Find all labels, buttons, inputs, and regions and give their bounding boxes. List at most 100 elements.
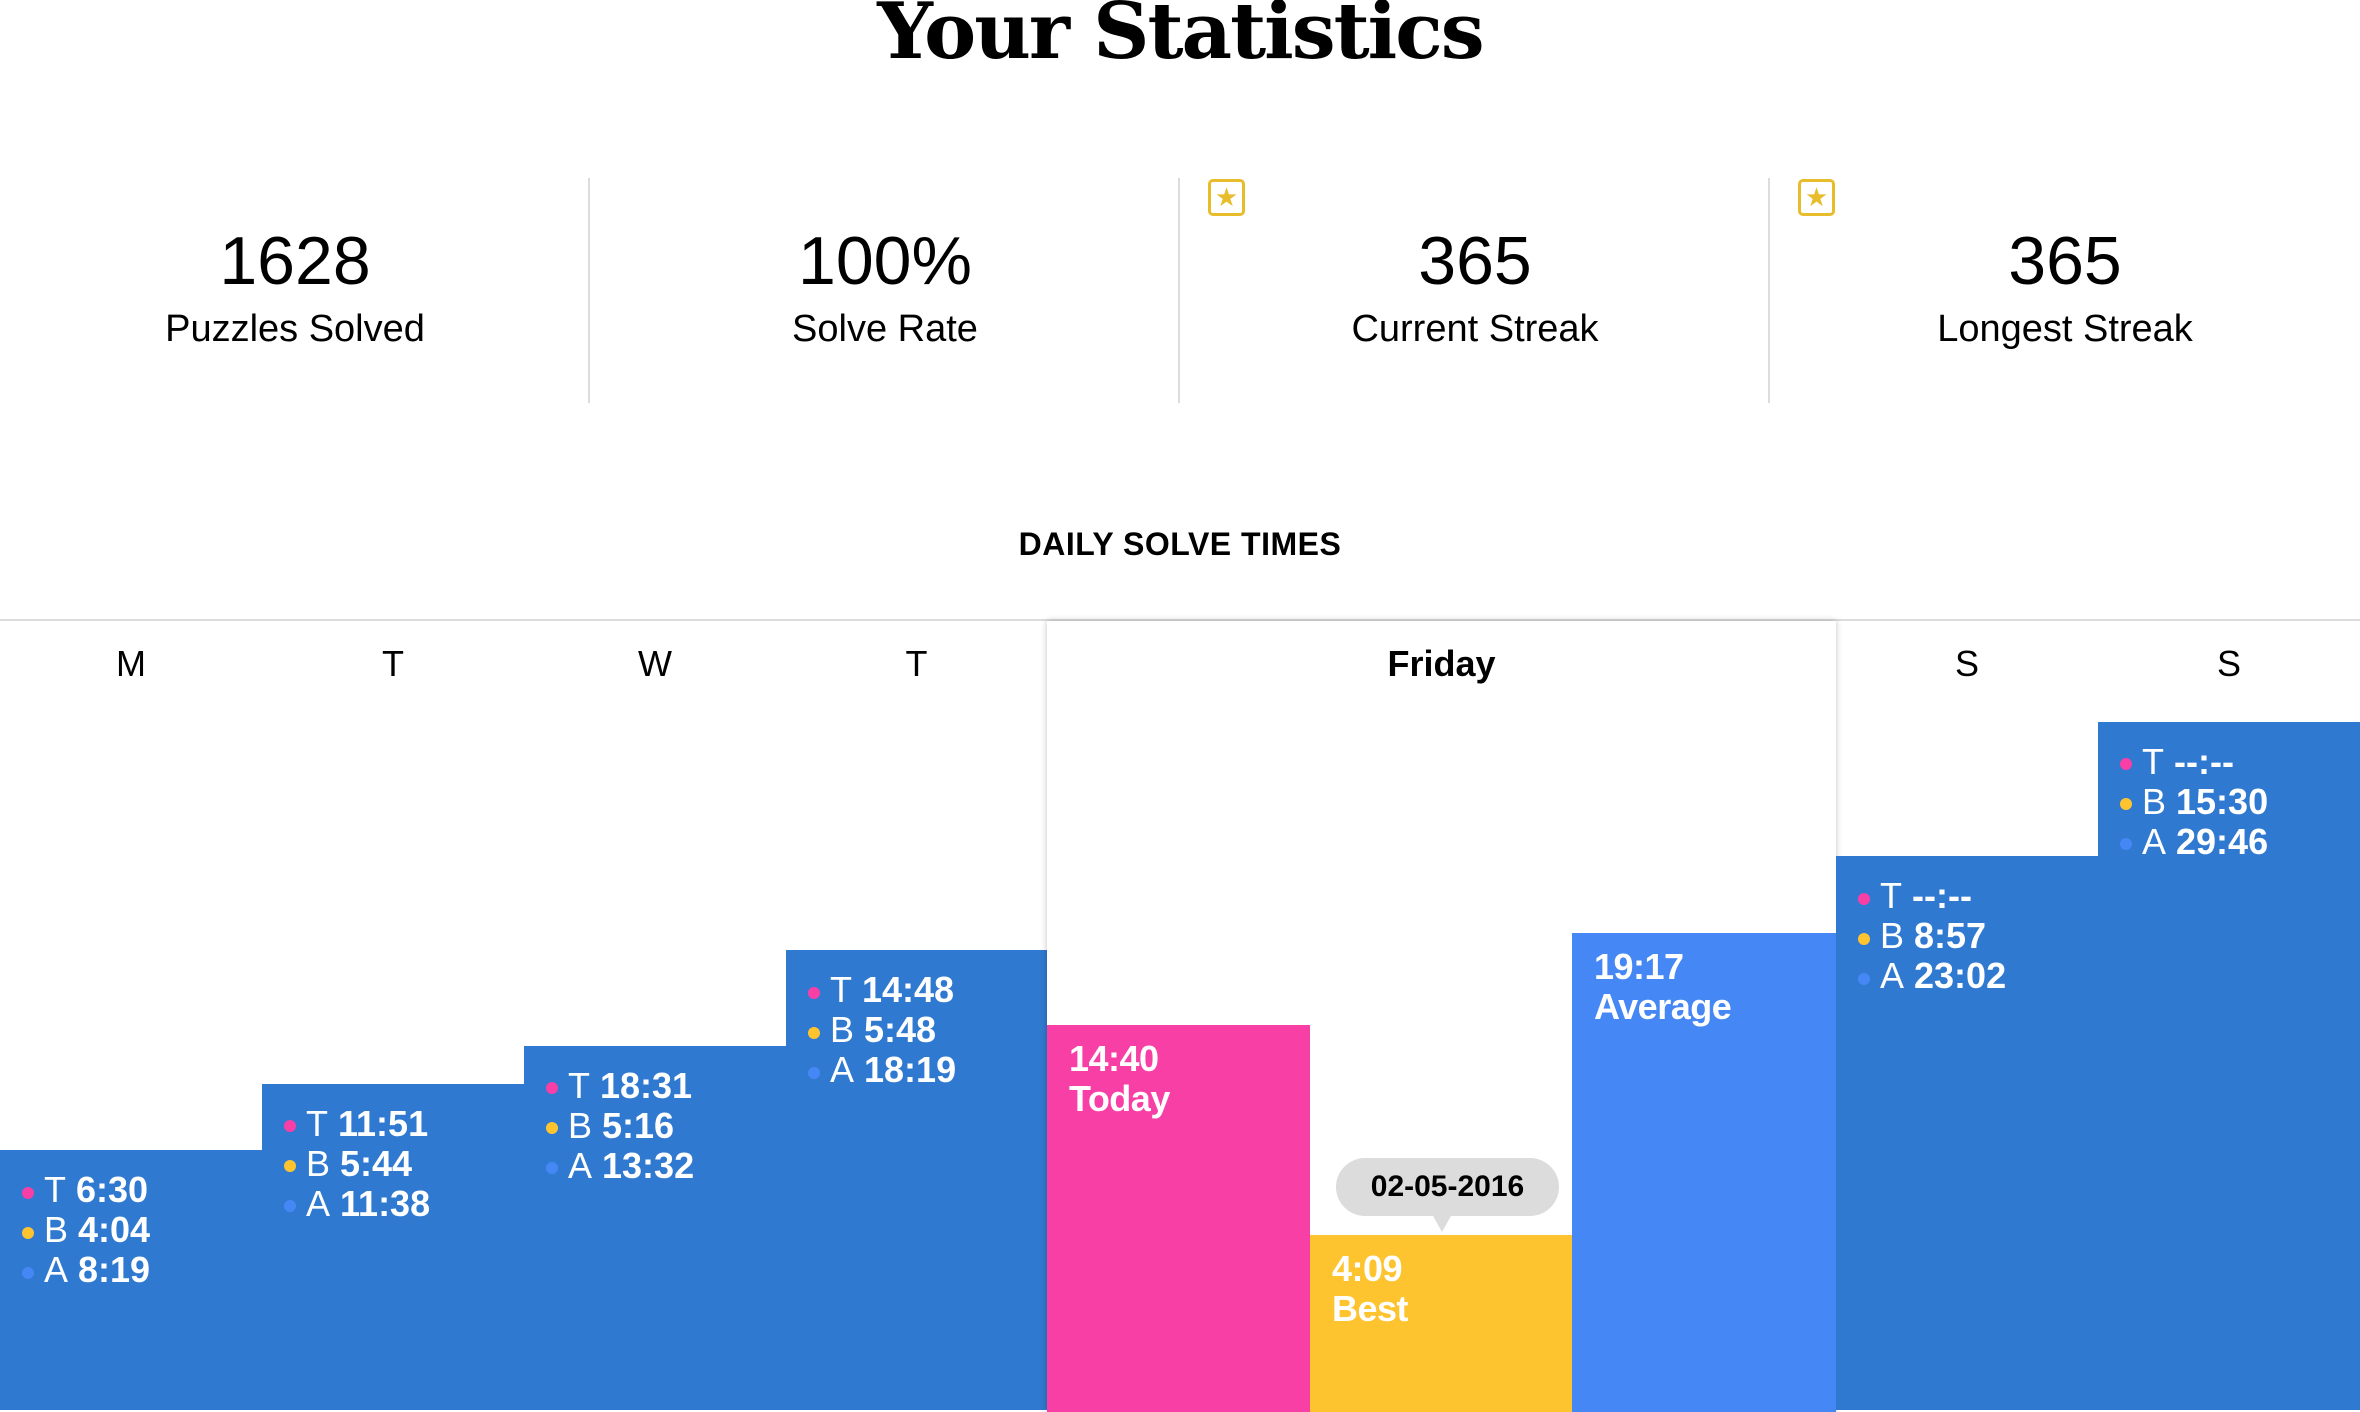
day-bar[interactable]: T 6:30 B 4:04 A 8:19: [0, 1150, 262, 1410]
average-dot-icon: [2120, 838, 2132, 851]
time-value: 14:48: [862, 969, 955, 1011]
stat-value: 1628: [219, 223, 371, 299]
time-value: 14:40: [1069, 1038, 1159, 1080]
time-value: 23:02: [1914, 955, 2007, 997]
stat-divider: [1178, 178, 1180, 403]
time-row-best: B 15:30: [2120, 780, 2269, 822]
best-dot-icon: [284, 1160, 296, 1173]
today-dot-icon: [546, 1082, 558, 1095]
time-key: T: [1880, 875, 1902, 917]
time-value: 13:32: [602, 1144, 695, 1186]
star-badge-icon: ★: [1208, 179, 1245, 216]
divider: [0, 619, 2360, 621]
time-key: A: [44, 1249, 69, 1291]
time-row-average: A 13:32: [546, 1144, 695, 1186]
time-value: 11:51: [338, 1102, 429, 1144]
time-key: T: [306, 1102, 328, 1144]
time-key: B: [568, 1104, 593, 1146]
time-value: 5:48: [864, 1009, 937, 1051]
time-value: 29:46: [2176, 820, 2269, 862]
best-date-tooltip: 02-05-2016: [1336, 1158, 1559, 1232]
today-dot-icon: [22, 1186, 34, 1199]
time-row-best: B 5:48: [808, 1010, 936, 1050]
stat-solve-rate: 100% Solve Rate: [590, 178, 1180, 403]
time-row-today: T 11:51: [284, 1102, 429, 1144]
time-value: 6:30: [76, 1169, 149, 1211]
time-value: 5:16: [602, 1104, 675, 1146]
day-label[interactable]: T: [905, 643, 928, 684]
time-key: B: [1880, 915, 1905, 957]
time-row-today: T 14:48: [808, 970, 954, 1010]
day-bar[interactable]: T 11:51 B 5:44 A 11:38: [262, 1083, 524, 1410]
time-value: 8:57: [1914, 915, 1987, 957]
average-dot-icon: [1858, 972, 1870, 985]
time-row-average: A 11:38: [284, 1182, 431, 1224]
time-value: --:--: [2174, 740, 2234, 782]
time-key: T: [2142, 740, 2164, 782]
time-value: 15:30: [2176, 780, 2269, 822]
time-key: A: [1880, 955, 1905, 997]
time-row-today: T --:--: [1858, 876, 1972, 916]
best-dot-icon: [546, 1122, 558, 1135]
day-bar[interactable]: T --:-- B 15:30 A 29:46: [2098, 721, 2360, 1410]
stat-value: 365: [2008, 223, 2122, 299]
selected-day-panel: 14:40 Today 4:09 Best 19:17 Average: [1047, 621, 1836, 1412]
time-key: T: [830, 969, 852, 1011]
stat-label: Solve Rate: [792, 308, 978, 350]
time-key: A: [830, 1049, 855, 1091]
best-dot-icon: [22, 1226, 34, 1239]
day-label[interactable]: W: [638, 643, 672, 684]
best-bar-label: 4:09 Best: [1332, 1248, 1409, 1330]
stat-label: Puzzles Solved: [165, 308, 425, 350]
best-dot-icon: [2120, 798, 2132, 811]
time-label: Average: [1594, 986, 1732, 1028]
average-bar-label: 19:17 Average: [1594, 946, 1732, 1028]
time-key: T: [44, 1169, 66, 1211]
time-value: 11:38: [340, 1182, 431, 1224]
stat-current-streak: 365 Current Streak: [1180, 178, 1770, 403]
time-value: 4:09: [1332, 1248, 1403, 1290]
average-dot-icon: [546, 1162, 558, 1175]
day-bar[interactable]: T --:-- B 8:57 A 23:02: [1836, 856, 2098, 1410]
section-title: DAILY SOLVE TIMES: [1018, 526, 1342, 562]
today-dot-icon: [284, 1120, 296, 1133]
time-value: 19:17: [1594, 946, 1684, 988]
time-row-best: B 5:44: [284, 1142, 413, 1184]
best-dot-icon: [1858, 932, 1870, 945]
time-key: B: [306, 1142, 331, 1184]
day-label[interactable]: Friday: [1387, 643, 1496, 684]
time-row-average: A 29:46: [2120, 820, 2269, 862]
today-dot-icon: [2120, 758, 2132, 771]
day-label[interactable]: T: [382, 643, 404, 684]
stat-label: Current Streak: [1351, 308, 1599, 350]
time-label: Best: [1332, 1288, 1409, 1330]
average-dot-icon: [808, 1066, 820, 1079]
stat-puzzles-solved: 1628 Puzzles Solved: [0, 178, 590, 403]
time-key: A: [2142, 820, 2167, 862]
today-bar: 14:40 Today: [1047, 1025, 1310, 1412]
stat-divider: [588, 178, 590, 403]
day-bar[interactable]: T 18:31 B 5:16 A 13:32: [524, 1045, 786, 1410]
time-row-average: A 23:02: [1858, 956, 2006, 996]
time-row-best: B 8:57: [1858, 916, 1986, 956]
time-key: T: [568, 1064, 590, 1106]
time-row-today: T 6:30: [22, 1170, 148, 1210]
time-row-today: T --:--: [2120, 740, 2234, 782]
average-dot-icon: [284, 1200, 296, 1213]
day-label[interactable]: S: [1954, 643, 1979, 684]
time-key: A: [306, 1182, 331, 1224]
time-value: --:--: [1912, 875, 1972, 917]
time-row-today: T 18:31: [546, 1064, 692, 1106]
day-bar[interactable]: T 14:48 B 5:48 A 18:19: [786, 950, 1047, 1410]
today-dot-icon: [1858, 892, 1870, 905]
time-row-best: B 4:04: [22, 1210, 150, 1250]
time-label: Today: [1069, 1078, 1170, 1120]
day-label[interactable]: S: [2216, 643, 2241, 684]
time-key: B: [830, 1009, 855, 1051]
best-dot-icon: [808, 1026, 820, 1039]
stat-longest-streak: 365 Longest Streak: [1770, 178, 2360, 403]
time-value: 5:44: [340, 1142, 413, 1184]
today-bar-label: 14:40 Today: [1069, 1039, 1170, 1119]
day-label[interactable]: M: [116, 643, 146, 684]
time-key: B: [44, 1209, 69, 1251]
